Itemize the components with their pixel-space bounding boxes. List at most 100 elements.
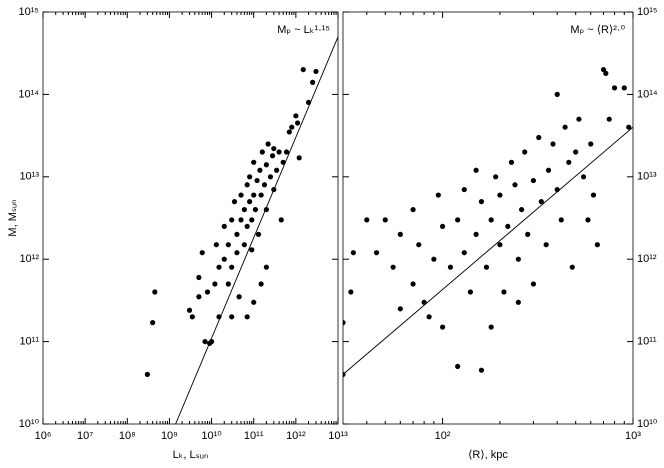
data-point (343, 371, 346, 377)
data-point (536, 134, 542, 141)
annotation: Mₚ ~ ⟨R⟩²·⁰ (570, 24, 625, 36)
data-point (478, 199, 485, 205)
data-point (258, 192, 264, 198)
data-point (410, 206, 416, 213)
data-point (186, 307, 193, 313)
data-point (626, 124, 632, 130)
data-point (258, 281, 264, 287)
data-point (348, 289, 354, 295)
y-tick-label: 10¹³ (637, 171, 657, 183)
data-point (202, 339, 208, 345)
data-point (439, 324, 446, 330)
x-axis-label: Lₖ, Lₛᵤₙ (173, 449, 209, 461)
plot-area (144, 36, 338, 424)
data-point (600, 66, 607, 73)
data-point (254, 177, 260, 184)
fit-line (175, 36, 338, 424)
data-point (244, 314, 250, 320)
data-point (216, 314, 222, 320)
data-point (515, 299, 521, 305)
y-tick-label: 10¹⁰ (19, 418, 40, 430)
data-point (286, 129, 292, 135)
data-point (566, 159, 572, 165)
data-point (199, 250, 205, 256)
data-point (488, 324, 494, 330)
data-point (562, 124, 568, 130)
data-point (461, 186, 467, 193)
data-point (455, 363, 461, 370)
data-point (189, 314, 195, 320)
data-point (283, 149, 290, 155)
data-point (543, 242, 549, 248)
data-point (431, 256, 437, 262)
data-point (300, 66, 306, 73)
data-point (310, 79, 316, 85)
data-point (196, 274, 202, 281)
data-point (251, 159, 257, 165)
data-point (473, 231, 479, 237)
data-point (518, 206, 525, 213)
data-point (343, 320, 346, 326)
data-point (247, 199, 253, 205)
data-point (261, 182, 268, 188)
data-point (255, 231, 262, 237)
data-point (588, 141, 594, 147)
data-point (421, 299, 427, 305)
y-tick-label: 10¹¹ (637, 336, 657, 348)
data-point (512, 182, 518, 188)
data-point (416, 242, 422, 248)
data-point (212, 281, 218, 287)
data-point (252, 206, 259, 213)
data-point (263, 162, 270, 168)
data-point (493, 174, 499, 180)
plot-frame (42, 11, 339, 425)
y-axis-label: M, Mₛᵤₙ (7, 199, 19, 236)
data-point (259, 149, 265, 155)
data-point (229, 314, 235, 320)
y-tick-label: 10¹⁰ (637, 418, 658, 430)
data-point (265, 141, 271, 147)
data-point (251, 192, 257, 198)
y-tick-label: 10¹³ (19, 171, 39, 183)
data-point (196, 294, 202, 300)
x-tick-label: 10² (435, 430, 451, 442)
data-point (313, 68, 319, 75)
data-point (280, 159, 286, 165)
y-tick-label: 10¹⁴ (637, 88, 658, 100)
data-point (483, 264, 490, 270)
data-point (505, 223, 511, 230)
data-point (594, 242, 600, 248)
data-point (271, 145, 277, 152)
data-point (271, 186, 277, 193)
data-point (263, 264, 270, 270)
data-point (269, 153, 276, 159)
data-point (467, 289, 473, 295)
data-point (208, 339, 215, 345)
y-tick-label: 10¹² (637, 253, 657, 265)
data-point (573, 149, 579, 155)
data-point (435, 192, 441, 198)
data-point (525, 231, 531, 237)
data-point (293, 113, 299, 119)
data-point (249, 247, 255, 253)
x-tick-label: 10⁸ (119, 430, 136, 442)
data-point (426, 314, 432, 320)
data-point (455, 217, 461, 223)
data-point (554, 91, 560, 97)
data-point (397, 231, 403, 237)
data-point (576, 116, 582, 122)
data-point (515, 256, 521, 262)
data-point (508, 159, 515, 165)
data-point (611, 85, 618, 91)
data-point (488, 217, 494, 223)
data-point (236, 294, 242, 300)
x-tick-label: 10³ (625, 430, 641, 442)
annotation: Mₚ ~ Lₖ¹·¹⁵ (277, 24, 330, 36)
data-point (238, 217, 244, 223)
data-point (545, 167, 552, 173)
data-point (150, 320, 156, 326)
data-point (289, 124, 295, 130)
data-point (241, 242, 247, 248)
data-point (204, 289, 211, 295)
